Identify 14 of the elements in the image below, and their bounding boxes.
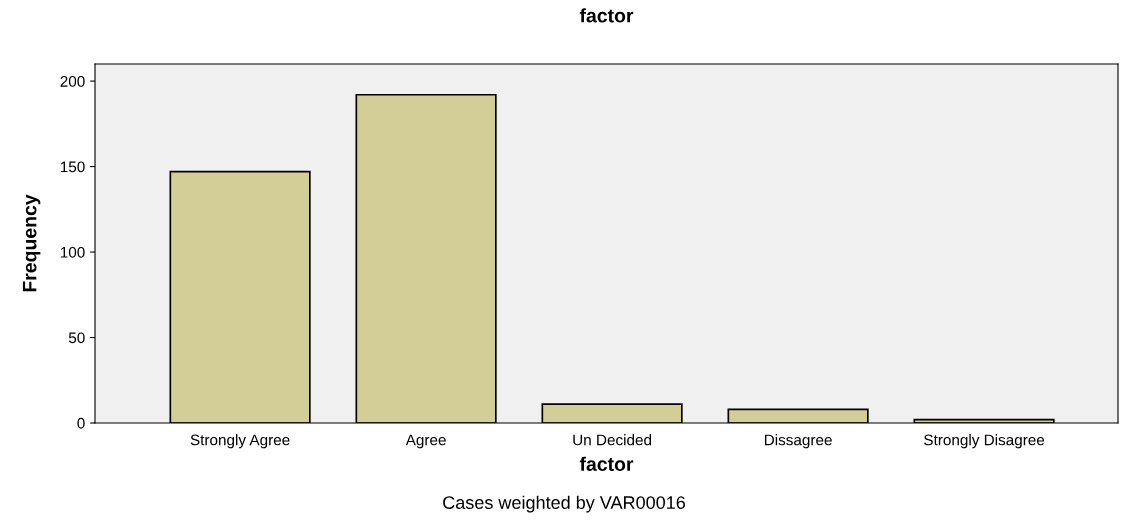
x-axis-title: factor — [579, 456, 634, 471]
x-tick-label: Un Decided — [573, 434, 652, 446]
text: Cases weighted by VAR00016 — [443, 495, 685, 513]
x-tick-label: Strongly Disagree — [924, 434, 1045, 449]
y-tick-label: 200 — [60, 75, 85, 87]
y-axis-title: Frequency — [22, 194, 41, 292]
chart-title: factor — [579, 8, 634, 23]
y-tick-label: 0 — [77, 417, 85, 429]
x-tick-label: Dissagree — [764, 434, 832, 449]
x-tick-label: Strongly Agree — [190, 434, 290, 449]
y-tick-label: 150 — [60, 161, 85, 173]
x-tick-label: Agree — [405, 434, 446, 449]
y-tick-label: 100 — [60, 246, 85, 258]
y-tick-label: 50 — [68, 332, 85, 344]
